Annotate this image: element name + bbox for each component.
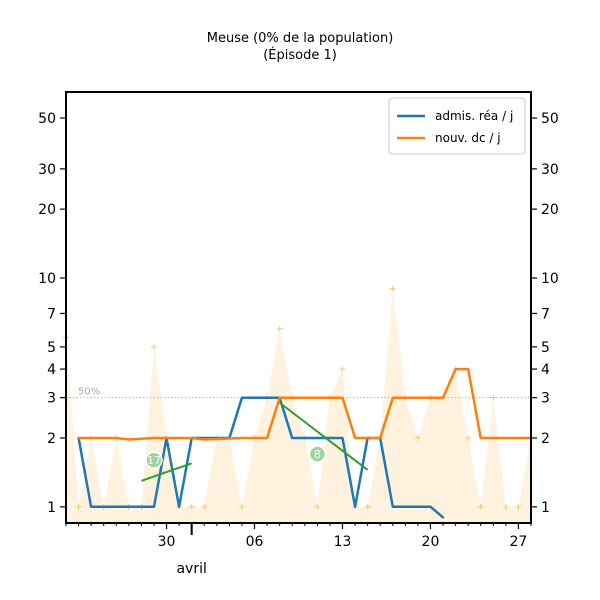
- y-tick-label-right: 3: [541, 391, 550, 407]
- series-group: [77, 367, 533, 519]
- legend: admis. réa / j nouv. dc / j: [388, 97, 526, 155]
- background-point: [238, 503, 245, 510]
- background-point: [276, 325, 283, 332]
- y-tick-label-left: 4: [47, 362, 56, 378]
- background-point: [414, 434, 421, 441]
- trend-group: 17 8: [141, 401, 369, 482]
- x-tick-label: 30: [158, 534, 176, 550]
- y-tick-label-left: 5: [47, 340, 56, 356]
- series-line-0: [77, 396, 445, 519]
- trend-badge-1: [308, 445, 327, 463]
- y-tick-label-right: 4: [541, 362, 550, 378]
- y-tick-label-left: 3: [47, 391, 56, 407]
- trend-line-1: [279, 401, 369, 471]
- x-tick-label: 13: [334, 534, 352, 550]
- chart-title-block: Meuse (0% de la population) (Épisode 1): [0, 30, 600, 64]
- background-series: [63, 285, 534, 523]
- x-tick-label: 27: [510, 534, 528, 550]
- y-tick-label-right: 10: [541, 271, 559, 287]
- y-tick-label-right: 2: [541, 431, 550, 447]
- y-tick-label-right: 1: [541, 500, 550, 516]
- legend-box: [388, 97, 526, 155]
- background-point: [339, 366, 346, 373]
- background-point: [515, 503, 522, 510]
- background-point: [314, 503, 321, 510]
- background-point: [477, 503, 484, 510]
- x-month-label: avril: [176, 561, 206, 577]
- trend-line-0: [141, 462, 193, 482]
- legend-label-nouv-dc: nouv. dc / j: [435, 131, 501, 145]
- y-tick-label-right: 20: [541, 202, 559, 218]
- y-tick-label-left: 50: [38, 111, 56, 127]
- x-tick-label: 20: [422, 534, 440, 550]
- y-tick-label-right: 7: [541, 306, 550, 322]
- y-tick-label-right: 30: [541, 162, 559, 178]
- background-point: [201, 503, 208, 510]
- background-point: [502, 503, 509, 510]
- y-tick-label-right: 5: [541, 340, 550, 356]
- y-tick-label-left: 10: [38, 271, 56, 287]
- chart-subtitle: (Épisode 1): [263, 48, 337, 63]
- y-tick-label-left: 2: [47, 431, 56, 447]
- background-area: [66, 288, 531, 523]
- series-line-1: [77, 367, 533, 441]
- background-point: [150, 343, 157, 350]
- chart-title: Meuse (0% de la population): [206, 31, 394, 46]
- trend-badge-label-1: 8: [314, 448, 321, 461]
- y-tick-label-left: 30: [38, 162, 56, 178]
- y-axis-left: 1 2 3 4 5 7 10 20 30 50: [38, 111, 66, 516]
- y-tick-label-left: 20: [38, 202, 56, 218]
- x-axis: 30 06 13 20 27 avril: [65, 523, 532, 577]
- y-tick-label-left: 1: [47, 500, 56, 516]
- background-point: [75, 503, 82, 510]
- background-point: [465, 434, 472, 441]
- background-point: [188, 503, 195, 510]
- x-tick-label: 06: [246, 534, 264, 550]
- reference-line-label: 50%: [78, 387, 100, 398]
- legend-label-admis-rea: admis. réa / j: [435, 109, 513, 123]
- plot-frame: [65, 91, 532, 524]
- background-point: [389, 285, 396, 292]
- y-tick-label-left: 7: [47, 306, 56, 322]
- background-point: [364, 503, 371, 510]
- trend-badge-label-0: 17: [147, 454, 161, 467]
- y-tick-label-right: 50: [541, 111, 559, 127]
- trend-badge-0: [145, 451, 163, 469]
- y-axis-right: 1 2 3 4 5 7 10 20 30 50: [531, 111, 559, 516]
